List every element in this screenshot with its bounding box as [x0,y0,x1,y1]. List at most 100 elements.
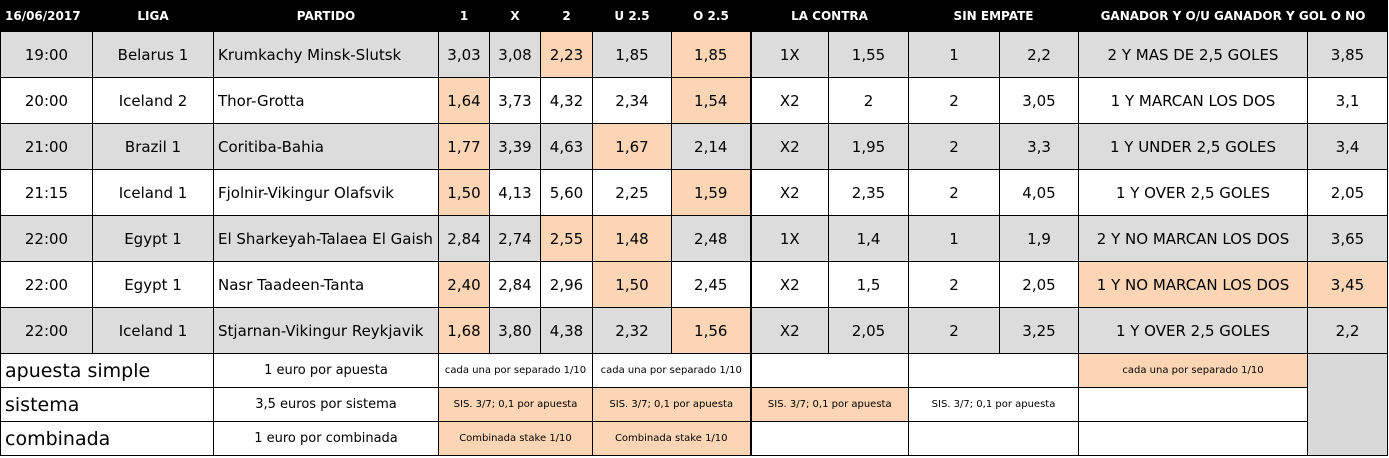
sin-empate-odd: 3,05 [999,77,1079,124]
match-time: 19:00 [0,31,93,78]
ganador-pick: 1 Y UNDER 2,5 GOLES [1078,123,1308,170]
contra-pick: 1X [749,215,829,262]
stake-sin-empate [908,353,1079,388]
header-liga: LIGA [92,0,214,32]
contra-pick: X2 [749,169,829,216]
match-time: 22:00 [0,215,93,262]
odd-over: 1,56 [671,307,751,354]
sin-empate-odd: 2,05 [999,261,1079,308]
odd-under: 1,48 [592,215,672,262]
ganador-pick: 1 Y OVER 2,5 GOLES [1078,169,1308,216]
odd-x: 2,84 [489,261,541,308]
odd-1: 1,77 [438,123,490,170]
odd-over: 1,59 [671,169,751,216]
stake-sin-empate [908,421,1079,456]
contra-pick: X2 [749,123,829,170]
sin-empate-pick: 2 [908,77,1000,124]
stake-ou: Combinada stake 1/10 [592,421,751,456]
match-league: Egypt 1 [92,215,214,262]
table-row: 21:00 Brazil 1 Coritiba-Bahia 1,77 3,39 … [0,123,1388,170]
sin-empate-odd: 3,3 [999,123,1079,170]
sin-empate-pick: 2 [908,123,1000,170]
table-row: 22:00 Egypt 1 El Sharkeyah-Talaea El Gai… [0,215,1388,262]
table-row: 21:15 Iceland 1 Fjolnir-Vikingur Olafsvi… [0,169,1388,216]
contra-odd: 2,35 [828,169,909,216]
contra-pick: X2 [749,77,829,124]
match-name: Thor-Grotta [213,77,439,124]
sin-empate-pick: 2 [908,261,1000,308]
odd-over: 2,45 [671,261,751,308]
contra-pick: 1X [749,31,829,78]
match-name: Stjarnan-Vikingur Reykjavik [213,307,439,354]
odd-2: 2,55 [540,215,593,262]
sin-empate-pick: 2 [908,307,1000,354]
odd-under: 2,25 [592,169,672,216]
header-ganador: GANADOR Y O/U GANADOR Y GOL O NO [1078,0,1388,32]
stake-row-sistema: sistema 3,5 euros por sistema SIS. 3/7; … [0,387,1388,422]
match-time: 21:15 [0,169,93,216]
ganador-pick: 1 Y NO MARCAN LOS DOS [1078,261,1308,308]
odd-under: 2,32 [592,307,672,354]
table-header: 16/06/2017 LIGA PARTIDO 1 X 2 U 2.5 O 2.… [0,0,1388,32]
odd-over: 2,48 [671,215,751,262]
sin-empate-odd: 1,9 [999,215,1079,262]
match-league: Brazil 1 [92,123,214,170]
stake-1x2: cada una por separado 1/10 [438,353,593,388]
ganador-odd: 3,45 [1307,261,1388,308]
odd-1: 1,64 [438,77,490,124]
odd-2: 5,60 [540,169,593,216]
contra-pick: X2 [749,307,829,354]
match-name: Coritiba-Bahia [213,123,439,170]
odd-x: 3,73 [489,77,541,124]
match-league: Iceland 1 [92,307,214,354]
ganador-odd: 3,4 [1307,123,1388,170]
header-1: 1 [438,0,490,32]
sin-empate-pick: 2 [908,169,1000,216]
odd-2: 4,32 [540,77,593,124]
contra-pick: X2 [749,261,829,308]
stake-text: 1 euro por combinada [213,421,439,456]
odd-1: 2,84 [438,215,490,262]
match-name: Fjolnir-Vikingur Olafsvik [213,169,439,216]
match-time: 20:00 [0,77,93,124]
sin-empate-pick: 1 [908,215,1000,262]
odd-over: 1,54 [671,77,751,124]
table-row: 20:00 Iceland 2 Thor-Grotta 1,64 3,73 4,… [0,77,1388,124]
match-name: El Sharkeyah-Talaea El Gaish [213,215,439,262]
contra-odd: 2 [828,77,909,124]
odd-2: 4,38 [540,307,593,354]
odd-1: 3,03 [438,31,490,78]
ganador-pick: 2 Y NO MARCAN LOS DOS [1078,215,1308,262]
odd-2: 2,96 [540,261,593,308]
stake-text: 3,5 euros por sistema [213,387,439,422]
ganador-pick: 1 Y MARCAN LOS DOS [1078,77,1308,124]
stake-contra [749,353,909,388]
header-date: 16/06/2017 [0,0,93,32]
ganador-odd: 2,05 [1307,169,1388,216]
contra-odd: 2,05 [828,307,909,354]
stake-1x2: Combinada stake 1/10 [438,421,593,456]
ganador-odd: 3,65 [1307,215,1388,262]
contra-odd: 1,4 [828,215,909,262]
odd-over: 1,85 [671,31,751,78]
odd-1: 1,68 [438,307,490,354]
stake-summary: apuesta simple 1 euro por apuesta cada u… [0,353,1388,456]
stake-contra: SIS. 3/7; 0,1 por apuesta [749,387,909,422]
table-row: 22:00 Iceland 1 Stjarnan-Vikingur Reykja… [0,307,1388,354]
odd-under: 1,85 [592,31,672,78]
odd-under: 1,67 [592,123,672,170]
odd-x: 3,39 [489,123,541,170]
match-league: Belarus 1 [92,31,214,78]
stake-1x2: SIS. 3/7; 0,1 por apuesta [438,387,593,422]
ganador-pick: 1 Y OVER 2,5 GOLES [1078,307,1308,354]
bet-type-label: sistema [0,387,214,422]
sin-empate-odd: 2,2 [999,31,1079,78]
match-name: Nasr Taadeen-Tanta [213,261,439,308]
stake-text: 1 euro por apuesta [213,353,439,388]
header-la-contra: LA CONTRA [750,0,909,32]
stake-sin-empate: SIS. 3/7; 0,1 por apuesta [908,387,1079,422]
stake-row-combinada: combinada 1 euro por combinada Combinada… [0,421,1388,456]
ganador-odd: 3,1 [1307,77,1388,124]
odd-under: 2,34 [592,77,672,124]
